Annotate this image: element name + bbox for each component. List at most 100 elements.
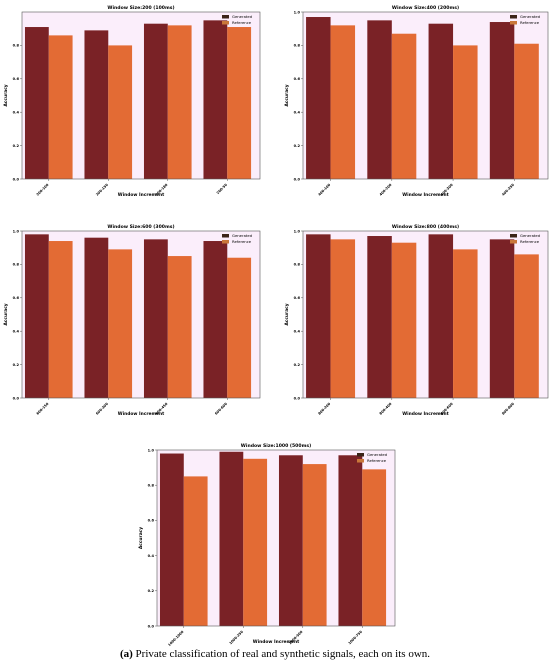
x-tick-label: 400-200 (379, 182, 393, 196)
bar-generated (367, 236, 392, 398)
y-tick-label: 1.0 (13, 229, 20, 233)
plot-frame (302, 11, 549, 180)
y-tick-label: 1.0 (294, 10, 301, 14)
legend-label-generated: Generated (520, 14, 541, 19)
plot-frame (302, 230, 549, 399)
bar-reference (48, 35, 73, 179)
bar-reference (167, 256, 192, 398)
y-tick-label: 0.0 (148, 624, 155, 628)
bar-generated (306, 17, 331, 180)
x-tick-label: 800-800 (501, 401, 515, 415)
y-tick-label: 1.0 (294, 229, 301, 233)
caption-text: Private classification of real and synth… (135, 648, 431, 660)
y-axis-label: Accuracy (284, 84, 290, 106)
bar-generated (203, 241, 228, 398)
x-tick-label: 600-600 (214, 401, 228, 415)
figure-caption: (a) Private classification of real and s… (0, 648, 550, 660)
legend-label-reference: Reference (520, 239, 540, 244)
chart-title: Window Size:400 (200ms) (392, 5, 459, 11)
y-tick-label: 0.4 (13, 330, 20, 334)
chart-panel-2: Window Size:400 (200ms) 400-100 400-200 400… (284, 5, 549, 198)
y-tick-label: 0.2 (13, 363, 20, 367)
bar-generated (428, 234, 454, 398)
y-tick-label: 0.6 (148, 519, 155, 523)
y-tick-label: 0.4 (148, 554, 155, 558)
bar-reference (453, 45, 478, 180)
bar-reference (514, 254, 539, 398)
x-axis-label: Window Increment (402, 192, 449, 198)
y-tick-label: 0.4 (294, 330, 301, 334)
y-tick-label: 0.6 (13, 296, 20, 300)
y-tick-label: 0.2 (148, 589, 155, 593)
x-axis-label: Window Increment (253, 639, 300, 645)
bar-reference (48, 241, 73, 398)
y-tick-label: 0.0 (13, 177, 20, 181)
x-tick-label: 600-150 (36, 401, 50, 415)
caption-label: (a) (119, 648, 133, 660)
y-tick-label: 0.8 (13, 44, 20, 48)
bar-reference (330, 25, 356, 179)
x-tick-label: 800-200 (317, 401, 331, 415)
y-tick-label: 1.0 (148, 448, 155, 452)
bar-reference (243, 458, 268, 626)
x-tick-label: 800-400 (379, 401, 393, 415)
chart-title: Window Size:600 (300ms) (107, 224, 174, 230)
bar-generated (489, 22, 515, 179)
x-axis-label: Window Increment (402, 411, 449, 417)
bar-generated (367, 20, 392, 179)
bar-reference (330, 239, 356, 398)
legend-label-reference: Reference (232, 20, 252, 25)
y-tick-label: 0.2 (13, 144, 20, 148)
x-tick-label: 200-50 (216, 182, 229, 195)
bar-generated (306, 234, 331, 398)
bar-reference (514, 43, 539, 180)
bar-generated (143, 239, 168, 398)
x-tick-label: 200-150 (95, 182, 109, 196)
y-tick-label: 0.8 (294, 44, 301, 48)
bar-reference (183, 476, 208, 626)
x-tick-label: 600-300 (95, 401, 109, 415)
bar-reference (362, 469, 387, 626)
legend-label-generated: Generated (232, 14, 253, 19)
legend-swatch-reference (510, 240, 517, 244)
legend-label-generated: Generated (232, 233, 253, 238)
bar-generated (489, 239, 515, 398)
x-tick-label: 200-100 (36, 182, 50, 196)
x-tick-label: 1000-750 (347, 629, 363, 645)
bar-reference (453, 249, 478, 398)
y-tick-label: 0.6 (294, 296, 301, 300)
x-tick-label: 1000-1000 (167, 629, 185, 647)
bar-generated (24, 27, 49, 180)
x-axis-label: Window Increment (118, 192, 165, 198)
y-tick-label: 0.6 (13, 77, 20, 81)
bar-generated (24, 234, 49, 398)
y-tick-label: 0.0 (294, 177, 301, 181)
bar-generated (338, 455, 363, 626)
bar-reference (227, 257, 252, 398)
y-tick-label: 0.8 (13, 263, 20, 267)
bar-reference (302, 464, 327, 626)
legend-swatch-reference (222, 240, 229, 244)
x-tick-label: 1000-250 (228, 629, 244, 645)
chart-panel-4: Window Size:800 (400ms) 800-200 800-400 800… (284, 224, 549, 417)
plot-frame (156, 449, 396, 627)
bar-generated (278, 455, 303, 626)
x-axis-label: Window Increment (118, 411, 165, 417)
legend-swatch-reference (222, 21, 229, 25)
plot-frame (21, 230, 261, 399)
y-tick-label: 0.0 (13, 396, 20, 400)
bar-generated (143, 23, 168, 179)
y-tick-label: 0.8 (148, 484, 155, 488)
bar-reference (108, 249, 133, 398)
y-tick-label: 0.0 (294, 396, 301, 400)
legend-label-generated: Generated (367, 452, 388, 457)
y-tick-label: 0.4 (294, 111, 301, 115)
y-tick-label: 0.2 (294, 144, 301, 148)
plot-frame (21, 11, 261, 180)
bar-generated (84, 30, 109, 180)
bar-reference (167, 25, 192, 179)
